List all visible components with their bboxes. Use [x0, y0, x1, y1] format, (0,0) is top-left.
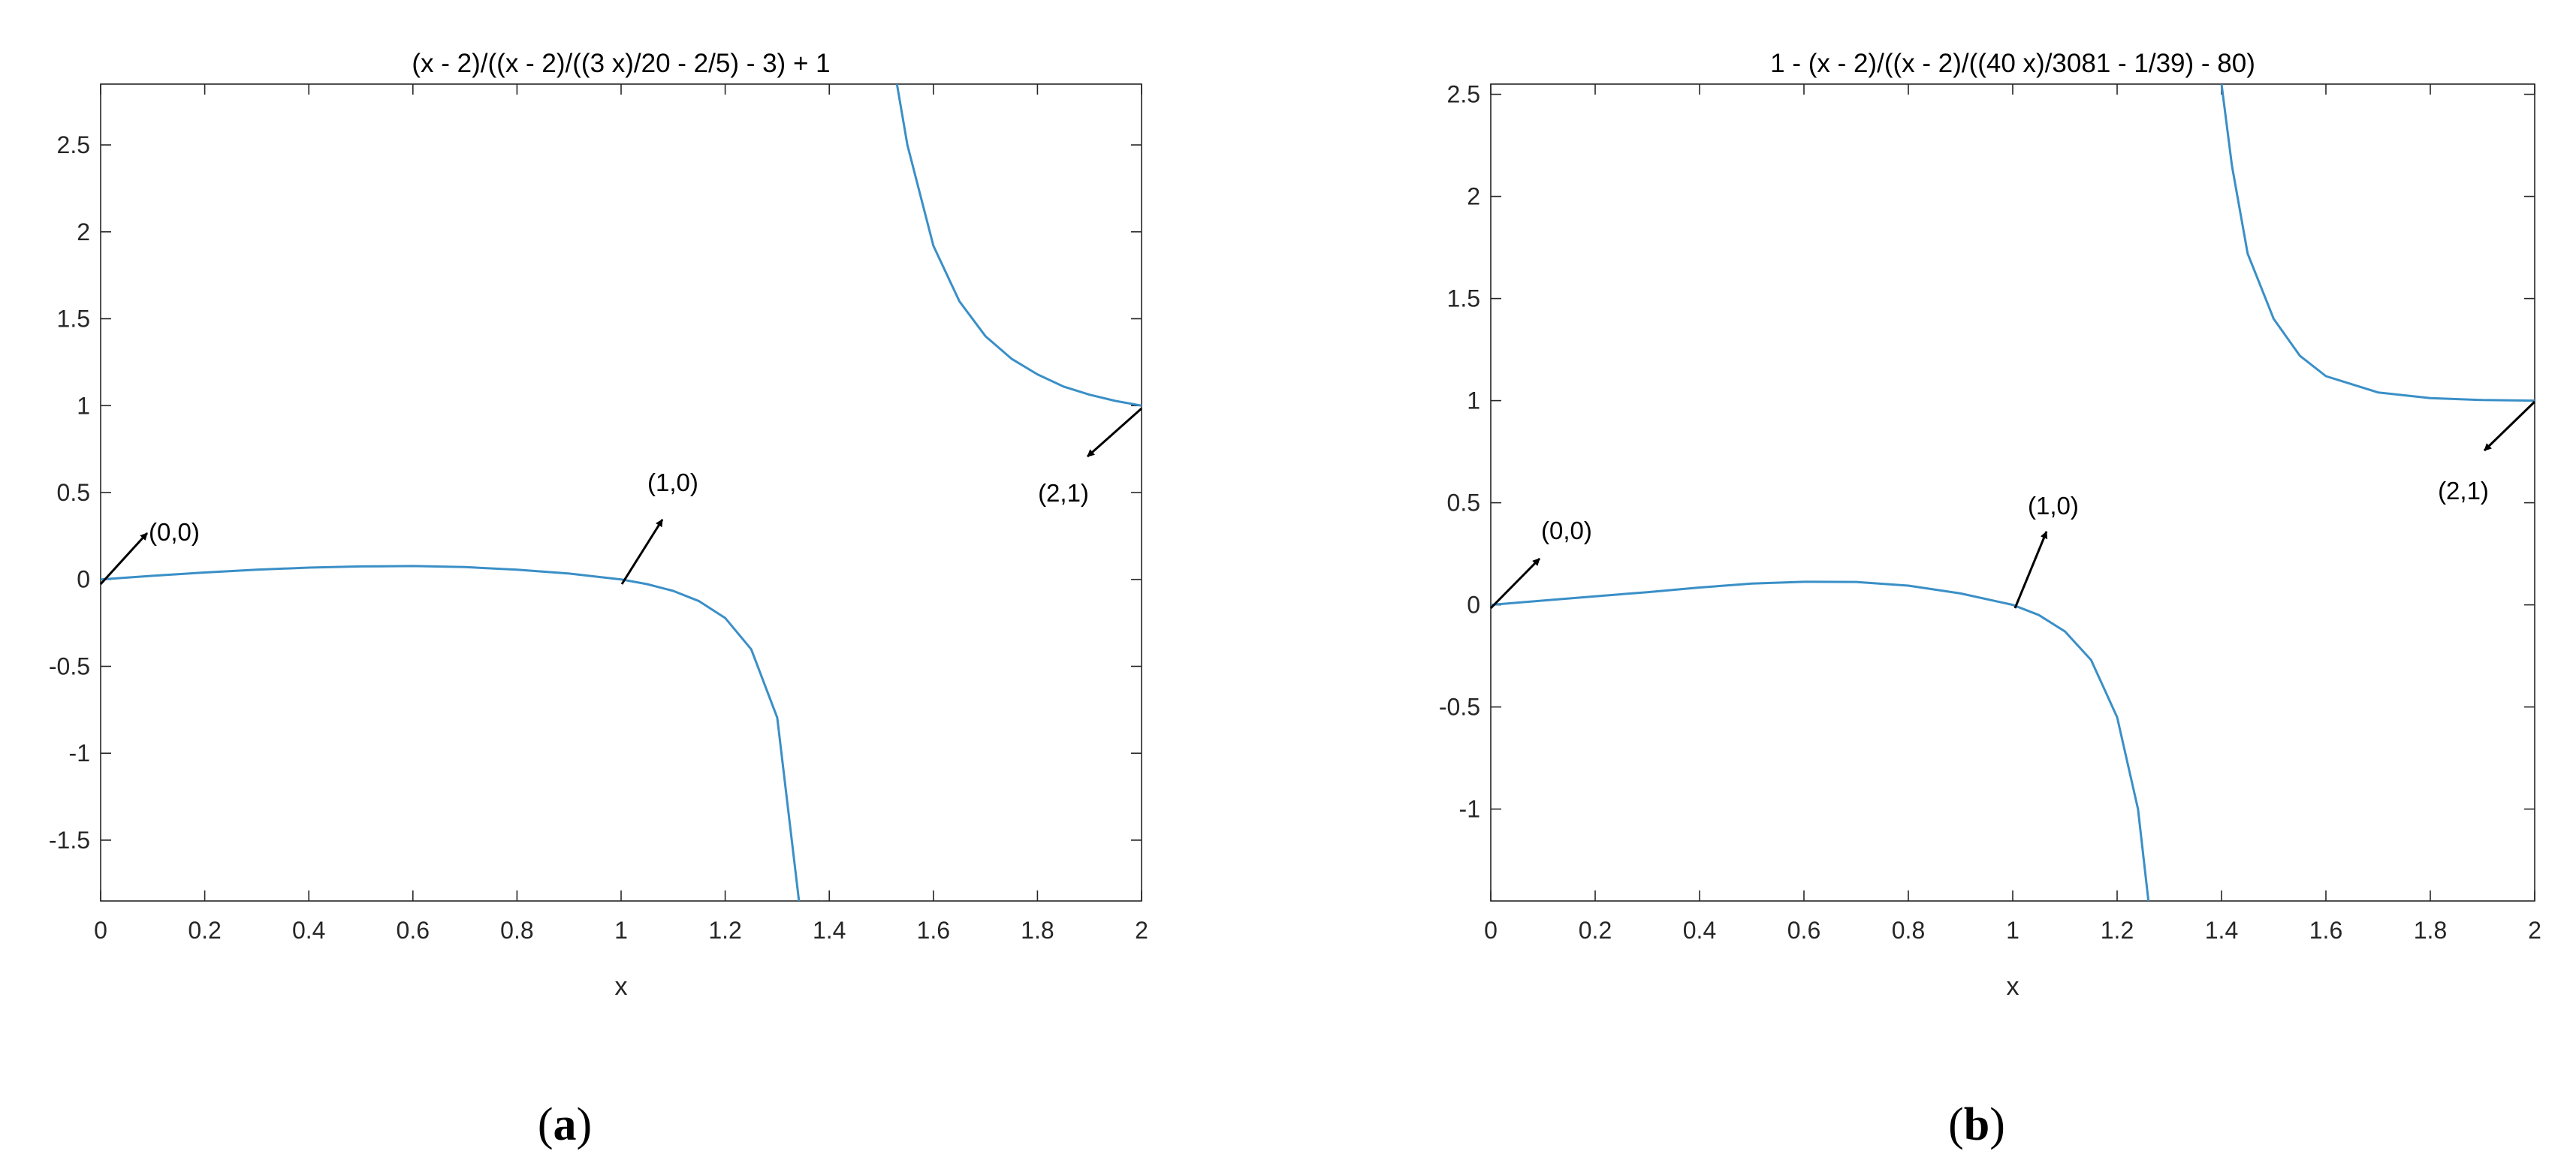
x-tick-label: 0.6	[397, 917, 430, 944]
annotation-arrow	[99, 532, 149, 586]
y-tick-label: 1	[77, 392, 90, 419]
subcaption-paren-open: (	[538, 1099, 554, 1150]
x-tick-label: 1.4	[2205, 917, 2238, 944]
annotation-label: (1,0)	[647, 469, 698, 496]
annotation-arrow	[1087, 407, 1142, 458]
subcaption-paren-close: )	[577, 1099, 593, 1150]
y-tick-label: -1.5	[49, 827, 90, 854]
annotation-label: (2,1)	[1038, 479, 1089, 507]
annotation-label: (2,1)	[2438, 477, 2489, 505]
x-tick-label: 0.4	[292, 917, 325, 944]
annotation-arrow	[620, 519, 664, 585]
x-tick-label: 0.6	[1787, 917, 1820, 944]
x-axis-label: x	[2007, 972, 2019, 1001]
chart-title: (x - 2)/((x - 2)/((3 x)/20 - 2/5) - 3) +…	[412, 49, 830, 78]
x-tick-label: 1.6	[917, 917, 950, 944]
x-tick-label: 1.6	[2309, 917, 2342, 944]
y-tick-label: 0	[1467, 592, 1480, 619]
x-tick-label: 0.8	[1892, 917, 1925, 944]
x-tick-label: 2	[2528, 917, 2541, 944]
y-tick-label: 2.5	[1447, 81, 1480, 108]
chart-title: 1 - (x - 2)/((x - 2)/((40 x)/3081 - 1/39…	[1770, 49, 2255, 78]
x-tick-label: 0.2	[1579, 917, 1612, 944]
y-tick-label: -0.5	[49, 652, 90, 679]
y-tick-label: -0.5	[1439, 694, 1480, 721]
y-tick-label: 2.5	[57, 131, 90, 158]
y-tick-label: 2	[1467, 183, 1480, 210]
x-axis-label: x	[615, 972, 628, 1001]
x-tick-label: 2	[1135, 917, 1148, 944]
x-tick-label: 1.8	[2414, 917, 2447, 944]
x-tick-label: 1	[614, 917, 628, 944]
annotation-arrow	[2013, 531, 2048, 609]
y-tick-label: 2	[77, 218, 90, 246]
subcaption-paren-open: (	[1948, 1099, 1964, 1150]
subfigure-caption: (a)	[538, 1099, 592, 1150]
series-line-1	[101, 565, 823, 901]
x-tick-label: 1.2	[708, 917, 741, 944]
chart-panel-a: (x - 2)/((x - 2)/((3 x)/20 - 2/5) - 3) +…	[49, 49, 1148, 1150]
x-tick-label: 0.8	[500, 917, 533, 944]
y-tick-label: 0.5	[57, 479, 90, 506]
x-tick-label: 0	[1484, 917, 1498, 944]
y-tick-label: 1.5	[57, 306, 90, 333]
series-line-2	[2220, 84, 2535, 402]
annotation-label: (0,0)	[1541, 517, 1592, 544]
x-tick-label: 0.2	[188, 917, 221, 944]
y-tick-label: 1.5	[1447, 285, 1480, 312]
plot-area-frame	[100, 83, 1142, 902]
series-line-1	[1491, 580, 2150, 901]
y-tick-label: 0.5	[1447, 490, 1480, 517]
annotation-label: (0,0)	[149, 518, 200, 546]
subcaption-paren-close: )	[1989, 1099, 2005, 1150]
x-tick-label: 0.4	[1683, 917, 1716, 944]
annotation-arrow	[2483, 400, 2536, 452]
x-tick-label: 1.4	[813, 917, 846, 944]
series-line-2	[895, 84, 1142, 407]
subcaption-letter: a	[554, 1099, 577, 1150]
y-tick-label: 1	[1467, 387, 1480, 414]
chart-panel-b: 1 - (x - 2)/((x - 2)/((40 x)/3081 - 1/39…	[1439, 49, 2541, 1150]
y-tick-label: -1	[1459, 796, 1480, 823]
subcaption-letter: b	[1964, 1099, 1989, 1150]
annotation-arrow	[1489, 557, 1541, 610]
y-tick-label: 0	[77, 566, 90, 593]
x-tick-label: 1.8	[1021, 917, 1054, 944]
x-tick-label: 1.2	[2101, 917, 2134, 944]
plot-area-frame	[1490, 83, 2535, 902]
subfigure-caption: (b)	[1948, 1099, 2005, 1150]
annotation-label: (1,0)	[2028, 492, 2079, 520]
x-tick-label: 1	[2006, 917, 2019, 944]
y-tick-label: -1	[69, 740, 90, 767]
x-tick-label: 0	[94, 917, 107, 944]
